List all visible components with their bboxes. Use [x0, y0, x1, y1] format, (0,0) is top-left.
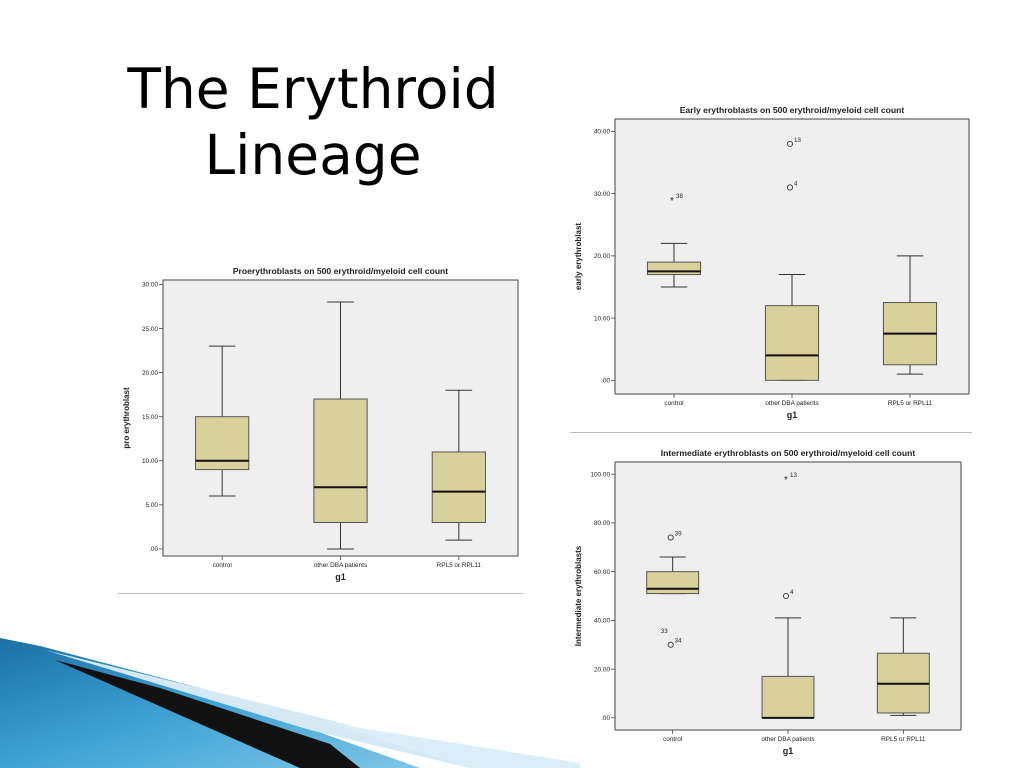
outlier-label: 39: [675, 531, 682, 538]
chart-title: Early erythroblasts on 500 erythroid/mye…: [680, 105, 905, 115]
chart-proerythroblasts: Proerythroblasts on 500 erythroid/myeloi…: [118, 258, 528, 588]
y-axis-label: early erythroblast: [574, 223, 583, 290]
outlier-point: [786, 140, 794, 147]
y-tick-label: 10.00: [594, 315, 610, 322]
y-tick-label: .00: [149, 546, 158, 553]
x-tick-label: RPL5 or RPL11: [437, 562, 482, 569]
y-axis-label: pro erythroblast: [122, 387, 131, 449]
box-0: [195, 345, 250, 497]
y-tick-label: 30.00: [594, 191, 610, 198]
outlier-label: 13: [790, 472, 797, 479]
y-tick-label: 40.00: [594, 618, 610, 625]
slide-title: The Erythroid Lineage: [88, 56, 538, 188]
chart-intermediate-erythroblasts-svg: Intermediate erythroblasts on 500 erythr…: [574, 448, 962, 756]
x-tick-label: control: [664, 400, 683, 407]
box-2: [431, 389, 486, 541]
y-tick-label: 20.00: [142, 370, 158, 377]
y-tick-label: 20.00: [594, 666, 610, 673]
x-tick-label: other DBA patients: [314, 562, 367, 569]
divider-left: [118, 593, 523, 594]
x-axis-label: g1: [783, 746, 794, 756]
y-tick-label: 60.00: [594, 569, 610, 576]
y-tick-label: 25.00: [142, 326, 158, 333]
decorative-swoosh: [0, 638, 580, 768]
outlier-label: 4: [794, 180, 798, 187]
outlier-point: [786, 184, 794, 191]
extreme-point: *: [784, 475, 788, 486]
slide-title-line-1: The Erythroid: [127, 57, 499, 121]
outlier-label: 34: [675, 638, 682, 645]
box-1: [764, 274, 820, 381]
divider-right: [570, 432, 972, 433]
y-tick-label: 30.00: [142, 282, 158, 289]
y-tick-label: .00: [601, 715, 610, 722]
chart-early-erythroblasts-svg: Early erythroblasts on 500 erythroid/mye…: [574, 105, 970, 420]
box-iqr: [646, 261, 702, 276]
y-axis-label: Intermediate erythroblasts: [574, 545, 583, 646]
y-tick-label: 15.00: [142, 414, 158, 421]
box-iqr: [646, 571, 700, 595]
box-1: [313, 301, 368, 550]
box-2: [882, 255, 938, 375]
extreme-point: *: [670, 196, 674, 207]
box-0: [646, 556, 700, 595]
y-tick-label: 5.00: [146, 502, 159, 509]
y-tick-label: 100.00: [590, 471, 610, 478]
outlier-label: 33: [661, 628, 668, 635]
x-tick-label: other DBA patients: [761, 736, 814, 743]
y-tick-label: 10.00: [142, 458, 158, 465]
x-tick-label: RPL5 or RPL11: [881, 736, 926, 743]
x-tick-label: RPL5 or RPL11: [888, 400, 933, 407]
chart-title: Intermediate erythroblasts on 500 erythr…: [661, 448, 916, 458]
outlier-label: 38: [676, 193, 683, 200]
outlier-point: [667, 641, 674, 648]
outlier-point: [782, 592, 790, 600]
chart-intermediate-erythroblasts: Intermediate erythroblasts on 500 erythr…: [570, 440, 980, 762]
box-0: [646, 242, 702, 288]
chart-title: Proerythroblasts on 500 erythroid/myeloi…: [233, 266, 449, 276]
x-axis-label: g1: [787, 410, 798, 420]
x-tick-label: control: [663, 736, 682, 743]
box-iqr: [764, 305, 820, 381]
chart-proerythroblasts-svg: Proerythroblasts on 500 erythroid/myeloi…: [122, 266, 519, 582]
outlier-label: 4: [790, 589, 794, 596]
box-iqr: [431, 451, 486, 523]
outlier-point: [667, 534, 674, 541]
y-tick-label: 20.00: [594, 253, 610, 260]
box-iqr: [761, 675, 815, 719]
outlier-label: 13: [794, 137, 801, 144]
x-axis-label: g1: [335, 572, 346, 582]
slide-title-line-2: Lineage: [204, 123, 422, 187]
y-tick-label: .00: [601, 378, 610, 385]
x-tick-label: other DBA patients: [765, 400, 818, 407]
y-tick-label: 40.00: [594, 129, 610, 136]
box-2: [876, 617, 930, 716]
box-1: [761, 617, 815, 719]
x-tick-label: control: [213, 562, 232, 569]
box-iqr: [313, 398, 368, 523]
y-tick-label: 80.00: [594, 520, 610, 527]
chart-early-erythroblasts: Early erythroblasts on 500 erythroid/mye…: [570, 97, 980, 429]
